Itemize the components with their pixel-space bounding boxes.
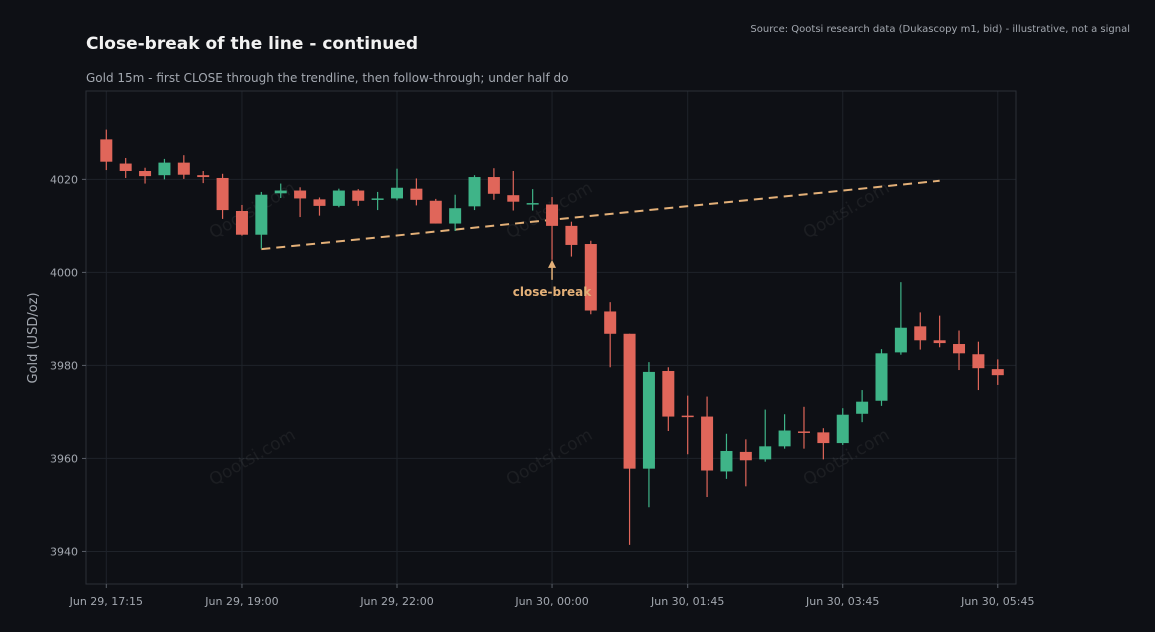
candle-body bbox=[720, 450, 733, 472]
candle-body bbox=[139, 170, 152, 177]
candle-body bbox=[410, 188, 423, 200]
watermark-text: Qootsi.com bbox=[206, 425, 299, 490]
y-axis-label: Gold (USD/oz) bbox=[26, 292, 41, 383]
candle-body bbox=[158, 162, 171, 176]
candle-body bbox=[313, 199, 326, 206]
x-tick-label: Jun 29, 17:15 bbox=[69, 595, 143, 608]
annotation-arrow-head bbox=[548, 259, 557, 268]
candle-body bbox=[371, 198, 384, 200]
candle-body bbox=[352, 190, 365, 201]
candle-body bbox=[778, 430, 791, 447]
annotation-layer: close-break bbox=[513, 259, 592, 299]
candle-body bbox=[487, 177, 500, 194]
x-tick-label: Jun 30, 05:45 bbox=[960, 595, 1034, 608]
candle-body bbox=[701, 416, 714, 471]
candle-body bbox=[429, 200, 442, 224]
candle-body bbox=[623, 333, 636, 469]
candle-body bbox=[449, 208, 462, 224]
x-tick-label: Jun 30, 00:00 bbox=[514, 595, 588, 608]
candle-body bbox=[739, 451, 752, 461]
y-tick-label: 3940 bbox=[50, 545, 78, 558]
candle-body bbox=[604, 311, 617, 334]
chart-subtitle: Gold 15m - first CLOSE through the trend… bbox=[86, 71, 569, 85]
candle-body bbox=[274, 190, 287, 194]
plot-area-frame bbox=[85, 90, 1017, 585]
axes: 3940 3960 3980 4000 4020 Jun 29, 17:15 Jun 29,… bbox=[50, 173, 1034, 608]
candle-body bbox=[642, 371, 655, 469]
candle-body bbox=[817, 432, 830, 444]
candle-body bbox=[468, 177, 481, 207]
candles bbox=[100, 129, 1004, 545]
candle-body bbox=[216, 177, 229, 211]
candle-body bbox=[507, 195, 520, 202]
x-tick-label: Jun 29, 22:00 bbox=[359, 595, 433, 608]
candle-body bbox=[991, 369, 1004, 376]
candle-body bbox=[933, 340, 946, 344]
trendline-layer bbox=[261, 179, 940, 251]
candle-body bbox=[255, 194, 268, 235]
candle-body bbox=[894, 327, 907, 353]
candle-body bbox=[197, 175, 210, 178]
y-tick-label: 4020 bbox=[50, 173, 78, 186]
candle-body bbox=[914, 326, 927, 341]
candle-body bbox=[681, 415, 694, 418]
x-tick-label: Jun 29, 19:00 bbox=[204, 595, 278, 608]
candle-body bbox=[565, 225, 578, 245]
candle-body bbox=[875, 353, 888, 401]
chart-title: Close-break of the line - continued bbox=[86, 34, 419, 54]
candle-body bbox=[972, 354, 985, 369]
candle-body bbox=[119, 163, 132, 171]
candle-body bbox=[526, 203, 539, 205]
candle-body bbox=[662, 370, 675, 417]
candle-body bbox=[332, 190, 345, 206]
candle-body bbox=[797, 431, 810, 433]
x-tick-label: Jun 30, 01:45 bbox=[650, 595, 724, 608]
candle-body bbox=[391, 187, 403, 199]
candle-body bbox=[953, 344, 966, 354]
annotation-label: close-break bbox=[513, 285, 592, 299]
x-tick-label: Jun 30, 03:45 bbox=[805, 595, 879, 608]
source-note: Source: Qootsi research data (Dukascopy … bbox=[750, 24, 1130, 35]
candle-body bbox=[294, 190, 307, 199]
gridlines bbox=[86, 91, 1016, 584]
candle-body bbox=[584, 244, 597, 311]
candle-body bbox=[836, 414, 849, 444]
candle-body bbox=[100, 139, 113, 162]
y-tick-label: 4000 bbox=[50, 266, 78, 279]
watermark-text: Qootsi.com bbox=[503, 425, 596, 490]
candle-body bbox=[856, 401, 869, 414]
candle-body bbox=[235, 210, 248, 235]
candle-body bbox=[177, 162, 190, 175]
candle-body bbox=[546, 204, 559, 226]
y-tick-label: 3980 bbox=[50, 359, 78, 372]
trendline bbox=[261, 179, 940, 251]
candle-body bbox=[759, 446, 772, 460]
y-tick-label: 3960 bbox=[50, 452, 78, 465]
